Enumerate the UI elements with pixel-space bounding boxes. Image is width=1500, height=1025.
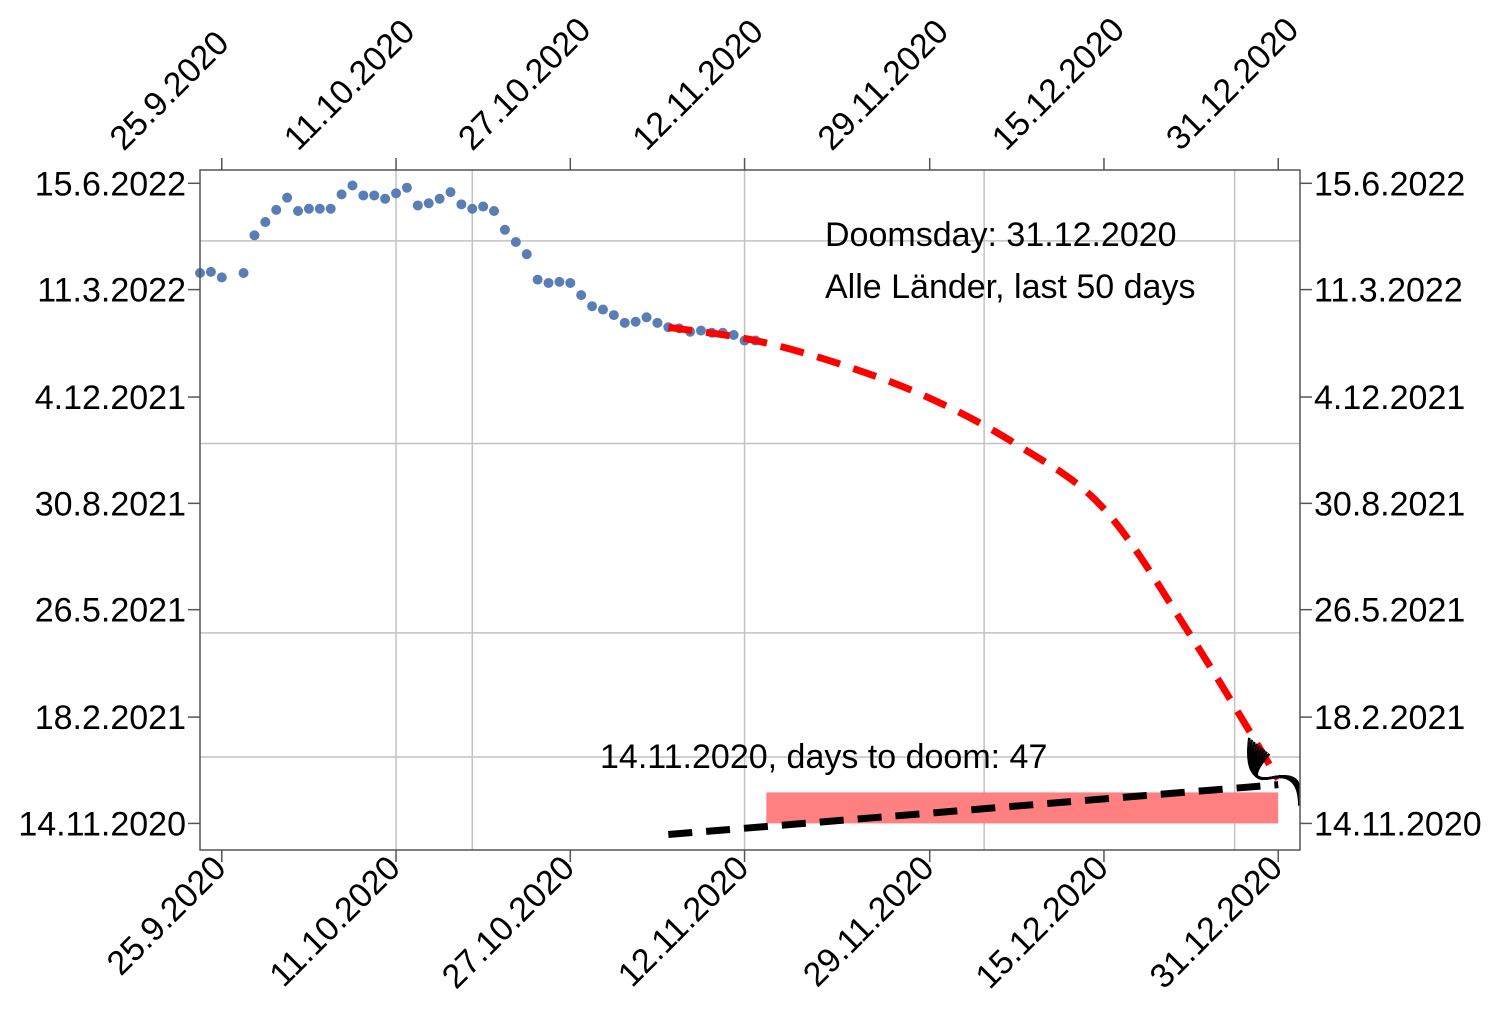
annotation-current: 14.11.2020, days to doom: 47 (600, 738, 1047, 776)
y-tick-label-right: 18.2.2021 (1314, 699, 1465, 737)
annotation-doomsday: Doomsday: 31.12.2020 (825, 216, 1177, 254)
black-fit-line (668, 781, 1279, 838)
data-point (565, 277, 576, 288)
data-point (489, 205, 500, 216)
data-point (249, 230, 260, 241)
data-point (238, 267, 249, 278)
y-tick-label-left: 26.5.2021 (35, 592, 186, 630)
data-point (303, 203, 314, 214)
data-point (401, 182, 412, 193)
data-point (587, 301, 598, 312)
data-point (380, 193, 391, 204)
data-point (608, 310, 619, 321)
y-tick-label-right: 11.3.2022 (1314, 272, 1463, 310)
y-tick-label-left: 15.6.2022 (35, 165, 186, 203)
data-point (597, 304, 608, 315)
data-point (510, 236, 521, 247)
data-point (347, 180, 358, 191)
data-point (478, 201, 489, 212)
data-point (391, 188, 402, 199)
data-point (216, 272, 227, 283)
data-point (412, 200, 423, 211)
y-tick-label-right: 26.5.2021 (1314, 592, 1465, 630)
y-tick-label-right: 14.11.2020 (1314, 805, 1482, 843)
y-tick-label-left: 11.3.2022 (37, 272, 186, 310)
data-point (576, 290, 587, 301)
y-tick-label-left: 14.11.2020 (18, 805, 186, 843)
y-tick-label-left: 30.8.2021 (35, 485, 186, 523)
data-point (532, 274, 543, 285)
data-point (467, 203, 478, 214)
data-point (630, 316, 641, 327)
y-tick-label-left: 18.2.2021 (35, 699, 186, 737)
scribble-mark (1247, 737, 1301, 806)
data-point (423, 198, 434, 209)
data-point (271, 204, 282, 215)
data-point (293, 205, 304, 216)
y-tick-label-right: 15.6.2022 (1314, 165, 1465, 203)
data-point (325, 203, 336, 214)
data-point (336, 189, 347, 200)
data-point (554, 276, 565, 287)
data-point (434, 193, 445, 204)
tick-marks (188, 158, 1312, 862)
data-point (456, 199, 467, 210)
data-point (282, 192, 293, 203)
y-tick-label-right: 4.12.2021 (1314, 379, 1465, 417)
red-fit-curve (667, 323, 1282, 781)
data-point (314, 203, 325, 214)
data-point (695, 325, 706, 336)
data-point (445, 187, 456, 198)
data-point (205, 266, 216, 277)
y-tick-label-left: 4.12.2021 (35, 379, 186, 417)
data-point (728, 330, 739, 341)
data-point (499, 224, 510, 235)
data-point (260, 217, 271, 228)
data-point (358, 190, 369, 201)
data-point (543, 277, 554, 288)
data-point (641, 312, 652, 323)
y-tick-label-right: 30.8.2021 (1314, 485, 1465, 523)
gridlines (200, 170, 1300, 850)
scribble-stroke (1255, 752, 1301, 790)
annotation-scope: Alle Länder, last 50 days (825, 268, 1195, 306)
data-point (619, 317, 630, 328)
data-point (521, 249, 532, 260)
data-point (369, 190, 380, 201)
data-point (652, 317, 663, 328)
plot-frame (199, 169, 1301, 851)
